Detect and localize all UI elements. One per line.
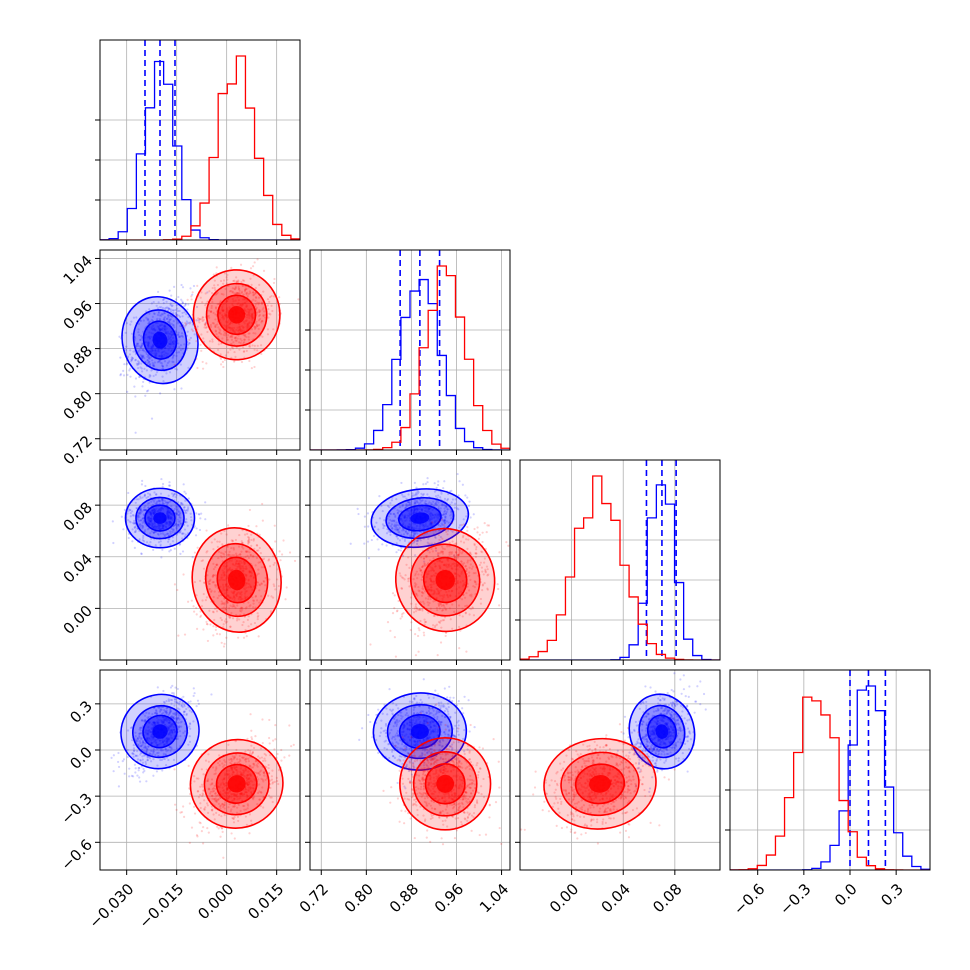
x-tick-label: −0.6 [730,880,768,918]
histogram-panel-0 [95,39,301,245]
x-tick-label: −0.015 [135,880,187,932]
grid-lines [310,250,510,450]
grid-lines [730,670,930,870]
grid-lines [100,40,300,240]
histogram-step [520,475,720,660]
density-panel-3-0 [95,669,301,875]
grid-lines [100,250,300,450]
panel-frame [729,669,931,871]
panel-frame [309,459,511,661]
histogram-step [100,60,300,240]
x-tick-label: 0.00 [546,880,582,916]
density-contour [227,569,246,591]
y-tick-label: 0.3 [66,697,96,727]
x-tick-label: 0.80 [341,880,377,916]
x-tick-label: −0.030 [85,880,137,932]
density-contour [152,331,168,349]
histogram-step [730,696,930,870]
y-tick-label: 0.72 [60,432,96,468]
y-tick-label: 0.04 [60,550,96,586]
density-contour [152,724,168,739]
x-tick-label: 0.72 [296,880,332,916]
y-tick-label: 0.80 [60,387,96,423]
panel-frame [99,459,301,661]
panel-frame [99,39,301,241]
density-contour [410,512,430,524]
density-contour [436,774,455,793]
panel-frame [99,669,301,871]
x-tick-label: 0.0 [831,880,861,910]
y-tick-label: −0.3 [58,789,96,827]
scatter-points [111,477,207,559]
y-tick-label: 0.0 [66,743,96,773]
grid-lines [310,460,510,660]
y-tick-label: 0.96 [60,297,96,333]
density-contour [410,723,429,740]
density-contour [589,775,611,793]
panel-frame [519,669,721,871]
x-tick-label: 0.96 [431,880,467,916]
histogram-panel-2 [515,459,721,665]
y-tick-label: −0.6 [58,836,96,874]
density-panel-3-1 [305,669,511,875]
density-contour [435,569,455,591]
density-panel-2-0 [95,459,301,665]
density-contour [655,724,669,739]
y-tick-label: 0.00 [60,602,96,638]
density-contour [153,512,167,524]
x-tick-label: 0.88 [386,880,422,916]
histogram-panel-3 [725,669,931,875]
x-tick-label: 1.04 [476,880,512,916]
histogram-step [520,484,720,660]
density-panel-1-0 [95,249,301,455]
x-tick-label: 0.04 [598,880,634,916]
x-tick-label: 0.3 [877,880,907,910]
x-tick-label: −0.3 [776,880,814,918]
density-panel-2-1 [305,459,511,665]
x-tick-label: 0.015 [244,880,287,923]
y-tick-label: 0.08 [60,498,96,534]
panel-frame [309,249,511,451]
density-contour [227,775,246,793]
panel-frame [309,669,511,871]
y-tick-label: 1.04 [60,252,96,288]
histogram-step [100,55,300,240]
x-tick-label: 0.000 [194,880,237,923]
panel-frame [519,459,721,661]
y-tick-label: 0.88 [60,342,96,378]
density-contour [228,306,246,324]
density-panel-3-2 [515,669,721,875]
histogram-panel-1 [305,249,511,455]
grid-lines [520,670,720,870]
x-tick-label: 0.08 [649,880,685,916]
panel-frame [99,249,301,451]
histogram-step [730,685,930,870]
